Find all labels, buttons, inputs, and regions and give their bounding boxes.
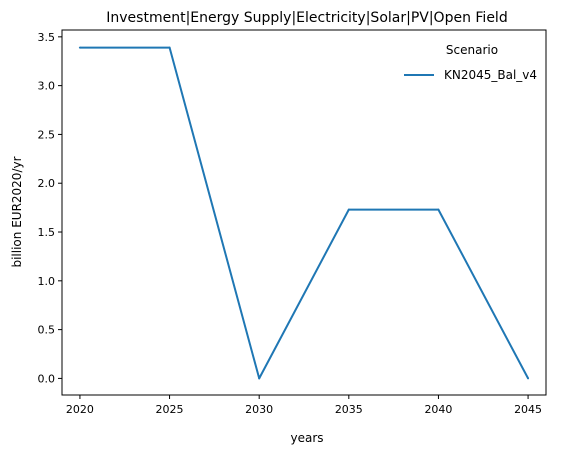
data-point bbox=[258, 377, 261, 380]
y-axis-title: billion EUR2020/yr bbox=[10, 156, 24, 267]
legend-title: Scenario bbox=[446, 43, 498, 57]
data-point bbox=[527, 377, 530, 380]
x-tick-label: 2030 bbox=[245, 403, 273, 416]
x-tick-label: 2040 bbox=[424, 403, 452, 416]
data-point bbox=[347, 208, 350, 211]
x-tick-label: 2035 bbox=[335, 403, 363, 416]
x-axis: 2020 2025 2030 2035 2040 2045 bbox=[66, 395, 542, 416]
x-tick-label: 2025 bbox=[156, 403, 184, 416]
y-tick-label: 0.0 bbox=[38, 372, 56, 385]
legend: Scenario KN2045_Bal_v4 bbox=[404, 43, 537, 82]
x-tick-label: 2045 bbox=[514, 403, 542, 416]
data-point bbox=[437, 208, 440, 211]
y-tick-label: 2.0 bbox=[38, 177, 56, 190]
series-line bbox=[79, 46, 529, 380]
plot-area-frame bbox=[61, 29, 547, 396]
y-tick-label: 1.0 bbox=[38, 275, 56, 288]
data-point bbox=[78, 46, 81, 49]
y-tick-label: 3.0 bbox=[38, 80, 56, 93]
legend-series-label: KN2045_Bal_v4 bbox=[444, 68, 537, 82]
y-tick-label: 3.5 bbox=[38, 31, 56, 44]
x-tick-label: 2020 bbox=[66, 403, 94, 416]
series-layer bbox=[78, 46, 530, 380]
x-axis-title: years bbox=[290, 431, 323, 445]
y-axis: 0.0 0.5 1.0 1.5 2.0 2.5 3.0 3.5 bbox=[38, 31, 62, 385]
data-point bbox=[168, 46, 171, 49]
y-tick-label: 2.5 bbox=[38, 128, 56, 141]
y-tick-label: 1.5 bbox=[38, 226, 56, 239]
y-tick-label: 0.5 bbox=[38, 324, 56, 337]
chart-title: Investment|Energy Supply|Electricity|Sol… bbox=[106, 10, 507, 26]
